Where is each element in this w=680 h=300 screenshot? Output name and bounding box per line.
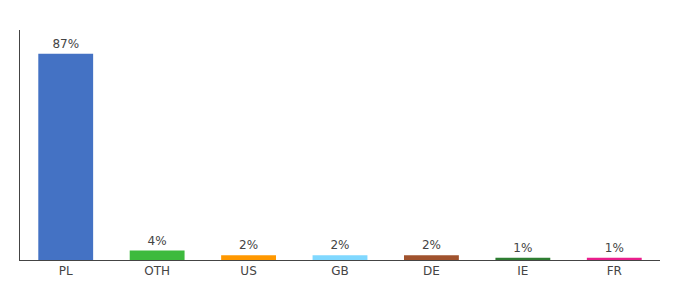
svg-text:GB: GB — [331, 264, 349, 278]
svg-text:2%: 2% — [239, 238, 258, 252]
svg-text:1%: 1% — [605, 241, 624, 255]
svg-text:2%: 2% — [422, 238, 441, 252]
svg-text:87%: 87% — [52, 37, 79, 51]
svg-text:2%: 2% — [330, 238, 349, 252]
svg-text:US: US — [240, 264, 256, 278]
svg-text:DE: DE — [423, 264, 440, 278]
svg-text:FR: FR — [607, 264, 622, 278]
svg-text:4%: 4% — [148, 234, 167, 248]
svg-text:1%: 1% — [513, 241, 532, 255]
svg-text:IE: IE — [517, 264, 528, 278]
svg-text:OTH: OTH — [144, 264, 170, 278]
svg-text:PL: PL — [59, 264, 73, 278]
